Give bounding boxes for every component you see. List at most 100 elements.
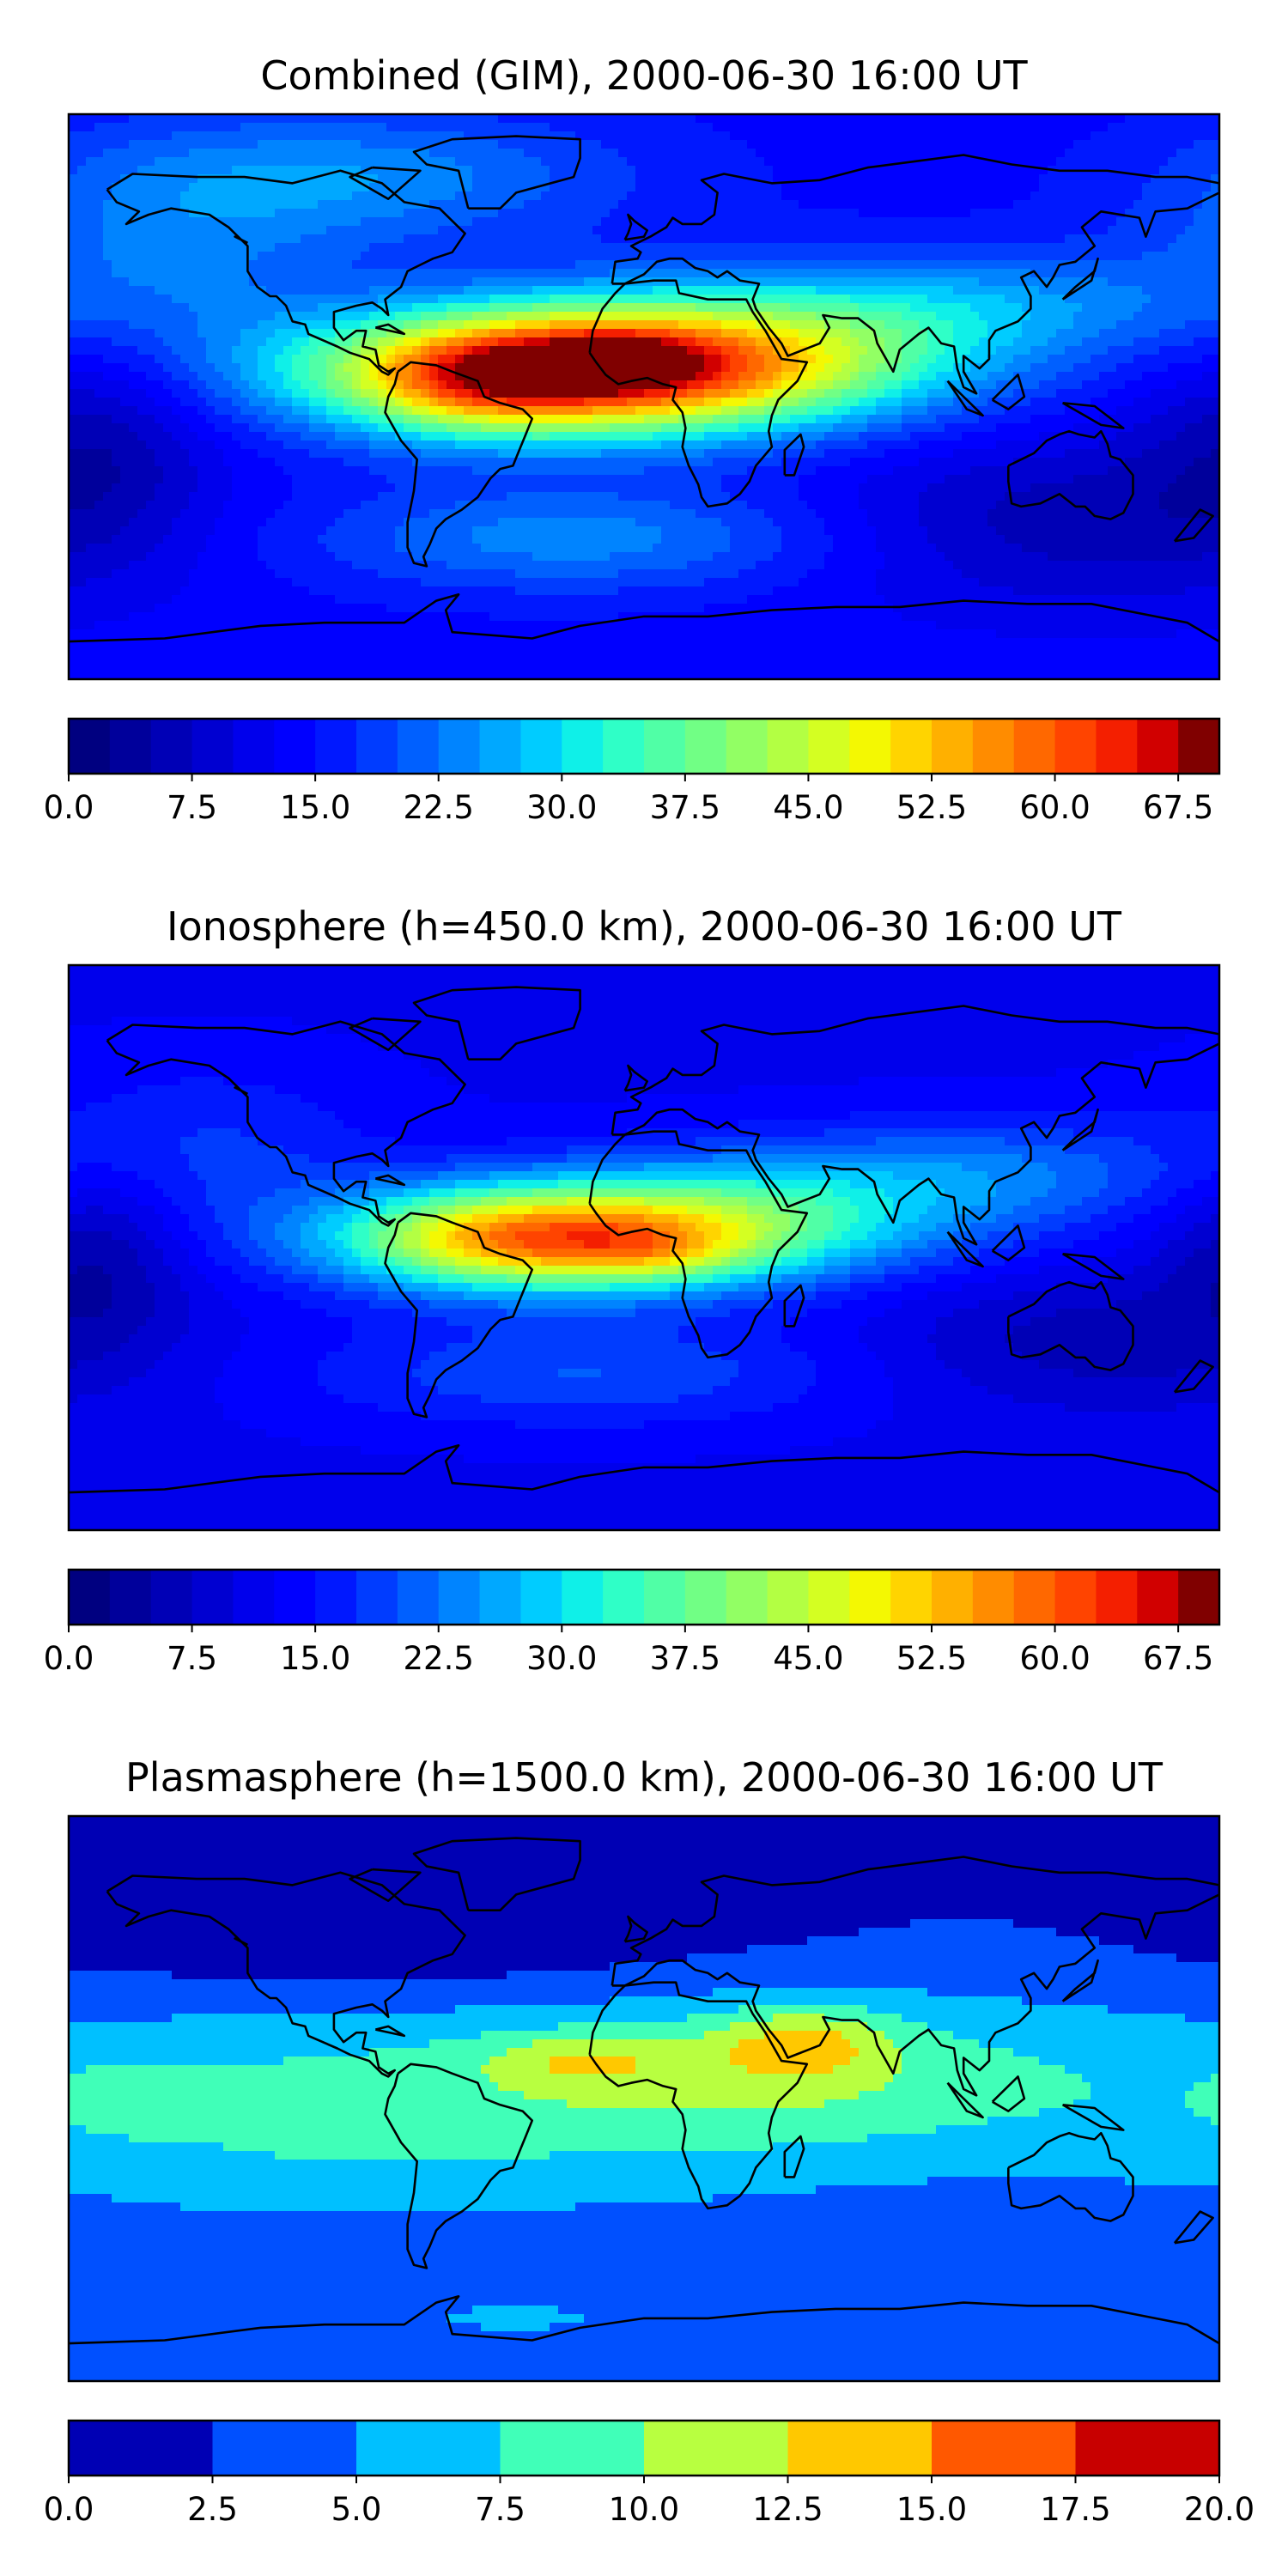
colorbar-tick-label: 15.0 (896, 2491, 967, 2528)
coastline (106, 169, 466, 376)
colorbar-swatch (1178, 719, 1220, 774)
colorbar-swatch (69, 2421, 213, 2476)
colorbar-swatch (849, 719, 891, 774)
panel-plasmasphere: Plasmasphere (h=1500.0 km), 2000-06-30 1… (44, 1754, 1255, 2528)
colorbar-swatch (1096, 719, 1138, 774)
coastline (623, 213, 649, 241)
colorbar: 0.0 7.5 15.0 22.5 30.0 37.5 45.0 52.5 60.0 67.5 (44, 1568, 1221, 1677)
colorbar-tick-label: 7.5 (167, 1640, 217, 1677)
colorbar-tick-label: 2.5 (187, 2491, 238, 2528)
colorbar-swatch (787, 2421, 933, 2476)
colorbar: 0.0 7.5 15.0 22.5 30.0 37.5 45.0 52.5 60.0 67.5 (44, 717, 1221, 826)
coastline (1061, 402, 1125, 429)
colorbar-swatch (808, 1570, 850, 1625)
map-field (69, 965, 1219, 1530)
map-field (69, 114, 1219, 679)
colorbar-frame (67, 717, 1221, 775)
coastline (623, 1915, 649, 1943)
colorbar-tick-label: 60.0 (1019, 789, 1090, 826)
colorbar-swatch (972, 1570, 1015, 1625)
map-frame (67, 963, 1221, 1532)
colorbar-tick-label: 12.5 (752, 2491, 823, 2528)
coastline (69, 2295, 1219, 2345)
colorbar-swatch (603, 1570, 645, 1625)
colorbar-swatch (479, 719, 521, 774)
coastline (412, 135, 581, 210)
colorbar-tick-label: 22.5 (404, 1640, 474, 1677)
panel-title: Ionosphere (h=450.0 km), 2000-06-30 16:0… (167, 903, 1122, 950)
colorbar-swatch (1075, 2421, 1220, 2476)
colorbar-swatch (603, 719, 645, 774)
colorbar-tick-label: 30.0 (526, 789, 597, 826)
coastline (611, 1856, 1219, 2097)
coastlines (69, 135, 1219, 643)
panel-title: Combined (GIM), 2000-06-30 16:00 UT (260, 52, 1028, 99)
coastline (1007, 2131, 1134, 2222)
colorbar-swatch (767, 719, 809, 774)
coastline (946, 380, 984, 417)
colorbar: 0.0 2.5 5.0 7.5 10.0 12.5 15.0 17.5 20.0 (44, 2419, 1255, 2528)
map-field (69, 1816, 1219, 2381)
colorbar-tick-label: 52.5 (896, 1640, 967, 1677)
coastline (69, 592, 1219, 643)
colorbar-tick-label: 30.0 (526, 1640, 597, 1677)
colorbar-swatch (932, 1570, 974, 1625)
colorbar-tick-label: 52.5 (896, 789, 967, 826)
colorbar-swatch (315, 719, 357, 774)
map-frame (67, 112, 1221, 681)
colorbar-frame (67, 1568, 1221, 1626)
colorbar-tick-label: 5.0 (331, 2491, 382, 2528)
colorbar-swatch (1137, 1570, 1179, 1625)
coastline (991, 2075, 1026, 2112)
colorbar-swatch (69, 1570, 111, 1625)
colorbar-swatch (150, 1570, 193, 1625)
colorbar-swatch (932, 719, 974, 774)
coastline (991, 1224, 1026, 1261)
coastline (1061, 2104, 1125, 2131)
colorbar-swatch (644, 719, 686, 774)
colorbar-tick-label: 10.0 (609, 2491, 679, 2528)
colorbar-tick-label: 67.5 (1143, 789, 1213, 826)
colorbar-swatch (274, 1570, 316, 1625)
colorbar-swatch (315, 1570, 357, 1625)
colorbar-swatch (684, 1570, 727, 1625)
colorbar-swatch (644, 1570, 686, 1625)
colorbar-swatch (1013, 719, 1056, 774)
colorbar-swatch (438, 719, 481, 774)
colorbar-swatch (438, 1570, 481, 1625)
coastline (611, 1005, 1219, 1246)
colorbar-swatch (520, 1570, 562, 1625)
colorbar-swatch (233, 719, 275, 774)
colorbar-swatch (397, 1570, 440, 1625)
coastline (384, 361, 534, 568)
colorbar-swatch (726, 719, 769, 774)
colorbar-tick-label: 0.0 (44, 1640, 94, 1677)
colorbar-swatch (109, 719, 152, 774)
colorbar-swatch (233, 1570, 275, 1625)
coastline (1173, 2210, 1214, 2245)
coastline (374, 323, 406, 336)
colorbar-swatch (1178, 1570, 1220, 1625)
colorbar-swatch (808, 719, 850, 774)
panel-ionosphere: Ionosphere (h=450.0 km), 2000-06-30 16:0… (44, 903, 1221, 1677)
colorbar-swatch (191, 719, 234, 774)
colorbar-tick-label: 15.0 (280, 1640, 350, 1677)
colorbar-swatch (191, 1570, 234, 1625)
coastline (611, 154, 1219, 395)
coastline (106, 1020, 466, 1227)
colorbar-swatch (109, 1570, 152, 1625)
colorbar-swatch (972, 719, 1015, 774)
colorbar-swatch (1054, 719, 1097, 774)
colorbar-swatch (890, 1570, 933, 1625)
coastline (106, 1871, 466, 2078)
colorbar-swatch (397, 719, 440, 774)
panel-combined: Combined (GIM), 2000-06-30 16:00 UT 0.0 7… (44, 52, 1221, 826)
colorbar-swatch (684, 719, 727, 774)
colorbar-tick-label: 37.5 (650, 789, 720, 826)
colorbar-tick-label: 0.0 (44, 789, 94, 826)
coastline (234, 235, 248, 245)
colorbar-swatch (150, 719, 193, 774)
colorbar-swatch (1054, 1570, 1097, 1625)
colorbar-swatch (644, 2421, 788, 2476)
